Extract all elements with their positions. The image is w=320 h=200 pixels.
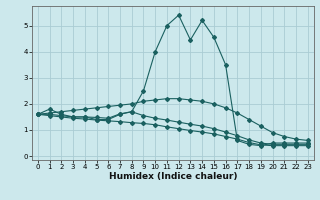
X-axis label: Humidex (Indice chaleur): Humidex (Indice chaleur) [108, 172, 237, 181]
